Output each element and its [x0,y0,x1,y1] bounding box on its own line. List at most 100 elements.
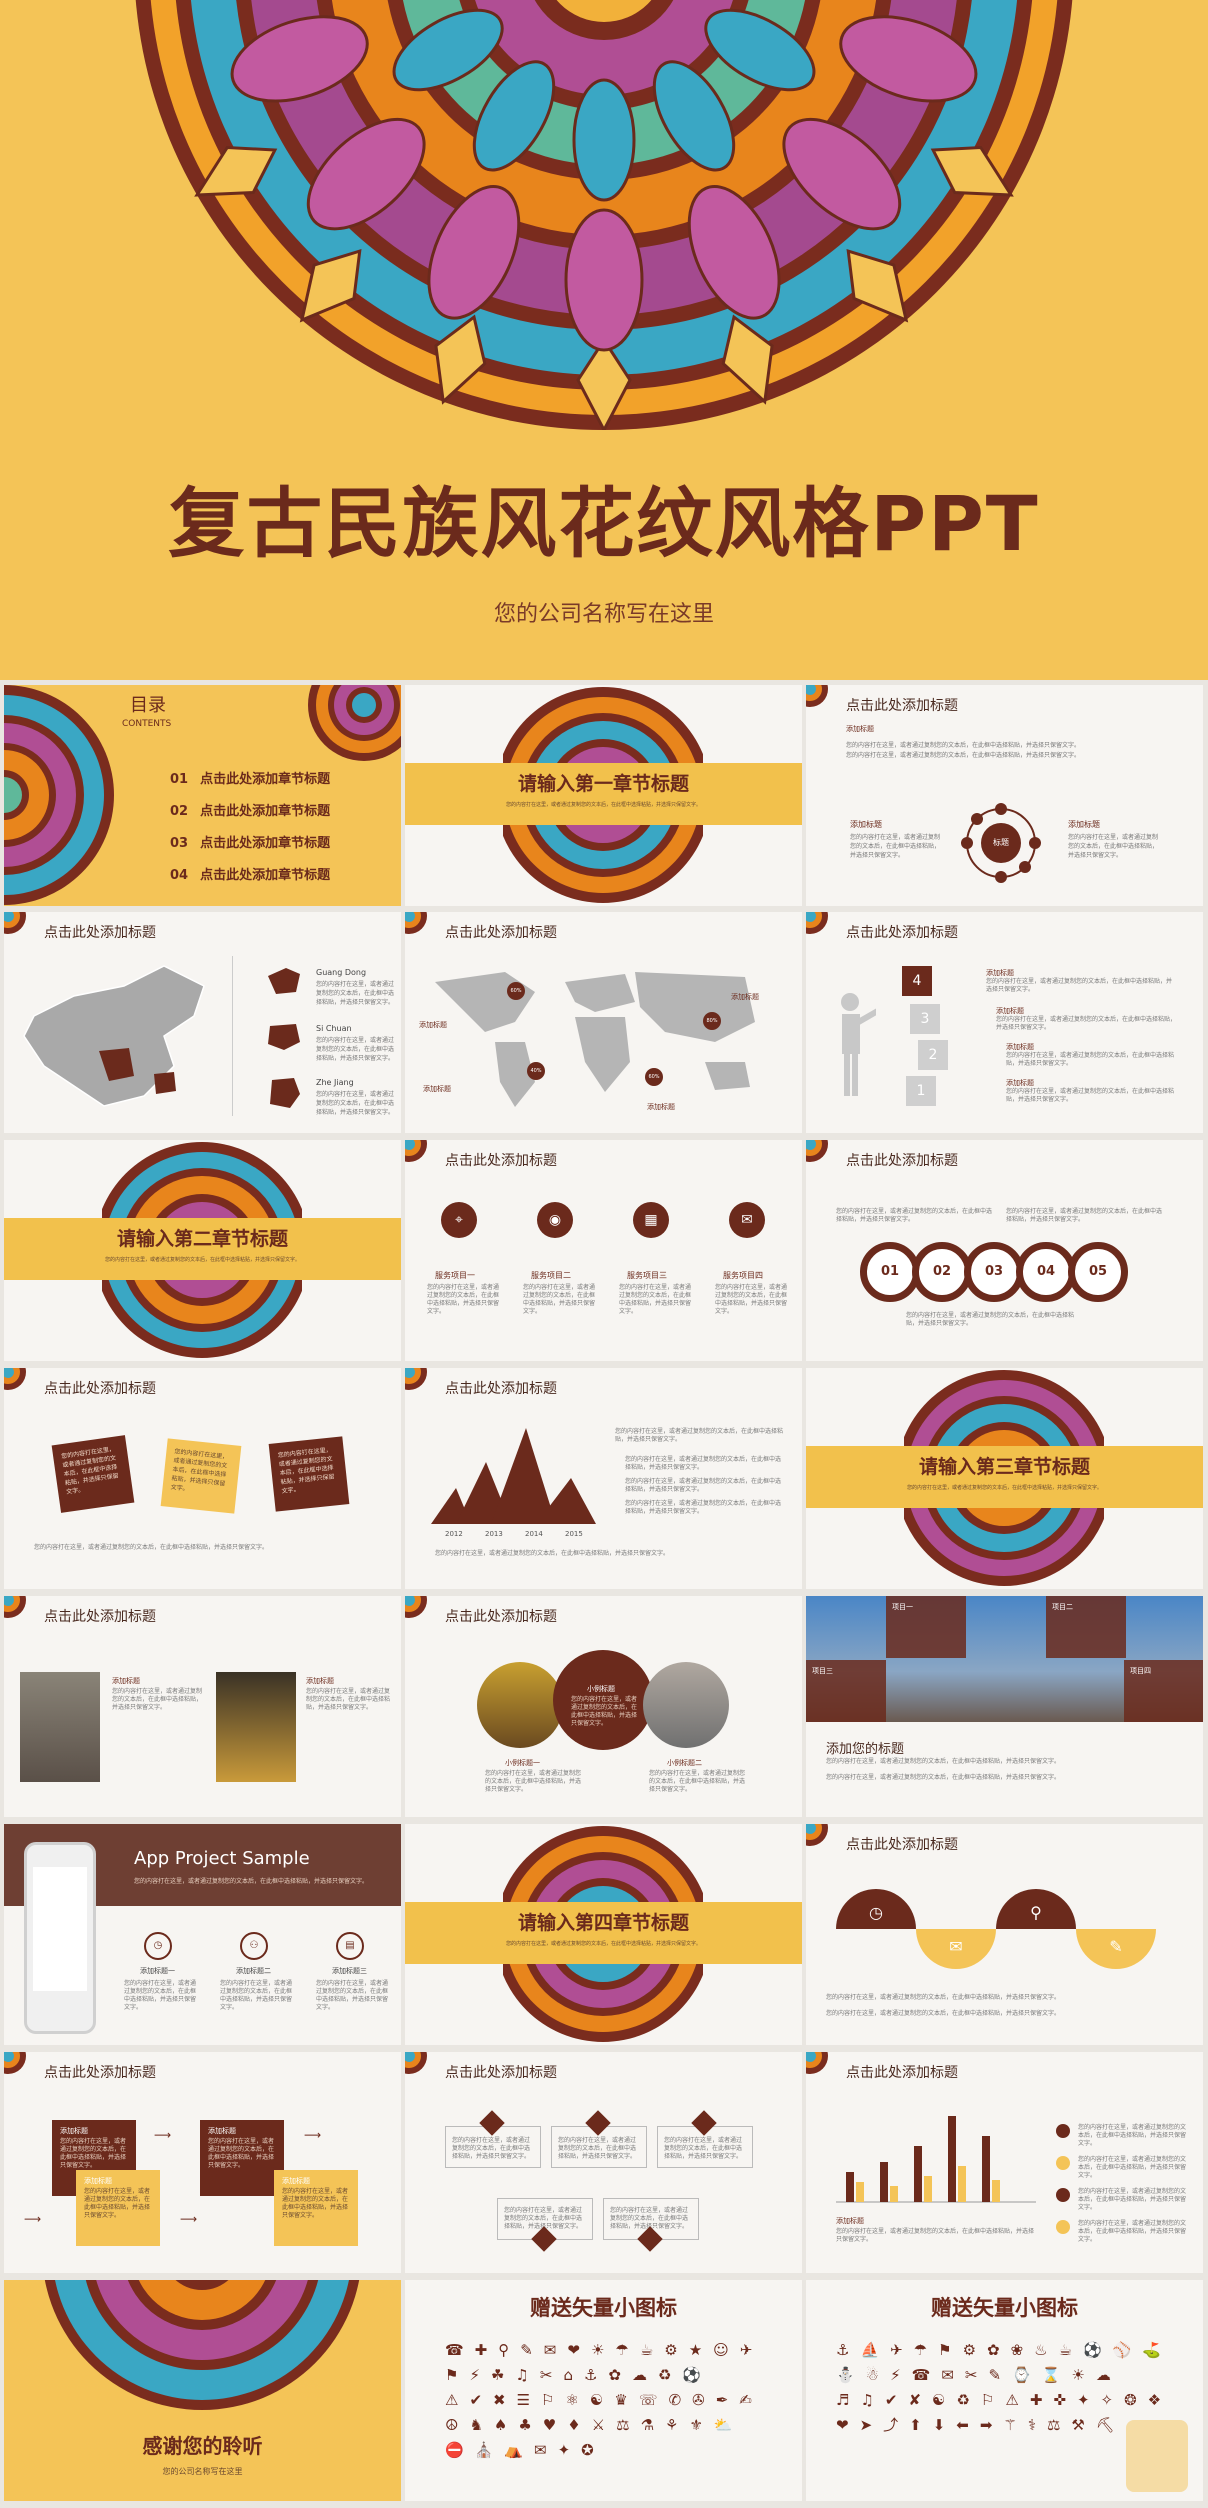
slide-toc[interactable]: 目录 CONTENTS 01 点击此处添加章节标题 02 点击此处添加章节标题 03… [4,685,401,906]
slide-bar-chart[interactable]: 点击此处添加标题 添加标题 您的内容打在这里，或者通过复制您的文本后，在此框中选… [806,2052,1203,2273]
slide-chapter-2[interactable]: 请输入第二章节标题 您的内容打在这里，或者通过复制您的文本后，在此框中选择粘贴，… [4,1140,401,1361]
slide-title: 点击此处添加标题 [44,925,156,941]
slide-rings[interactable]: 点击此处添加标题 您的内容打在这里，或者通过复制您的文本后，在此框中选择粘贴，并… [806,1140,1203,1361]
photo-circle [643,1662,729,1748]
arrow-right-icon: ⟶ [24,2212,42,2226]
slide-title: 点击此处添加标题 [846,1837,958,1853]
legend-text: 您的内容打在这里，或者通过复制您的文本后，在此框中选择粘贴，并选择只保留文字。 [1078,2188,1187,2211]
mandala-side-ornament [4,685,114,905]
province-text: 您的内容打在这里，或者通过复制您的文本后，在此框中选择粘贴，并选择只保留文字。 [316,981,395,1006]
bar-chart [836,2116,1036,2203]
bullet-item: 您的内容打在这里，或者通过复制您的文本后，在此框中选择粘贴，并选择只保留文字。 [625,1500,782,1515]
map-pin[interactable]: 80% [703,1012,721,1030]
province-shape [268,968,300,994]
chapter-title: 请输入第二章节标题 [116,1228,288,1250]
slide-icons-1[interactable]: 赠送矢量小图标 ☎✚⚲✎✉❤☀☂☕⚙★☺✈⚑⚡☘♫✂⌂⚓✿☁♻⚽⚠✔✖☰⚐⚛☯♛… [405,2280,802,2501]
arrow-right-icon: ⟶ [154,2128,172,2142]
slide-boxes[interactable]: 点击此处添加标题 您的内容打在这里，或者通过复制您的文本后，在此框中选择粘贴，并… [405,2052,802,2273]
slide-services[interactable]: 点击此处添加标题 ⌖ ◉ ▦ ✉ 服务项目一 服务项目二 服务项目三 服务项目四… [405,1140,802,1361]
tag-label: 项目一 [892,1603,913,1611]
step-box[interactable]: 2 [918,1040,948,1070]
ring[interactable]: 04 [1016,1242,1076,1302]
slide-title: 点击此处添加标题 [44,1609,156,1625]
note-text: 您的内容打在这里，或者通过复制您的文本后，在此框中选择粘贴，并选择只保留文字。 [277,1446,335,1495]
step-label: 添加标题 [986,969,1014,977]
slide-peak-chart[interactable]: 点击此处添加标题 2012 2013 2014 2015 您的内容打在这里，或者… [405,1368,802,1589]
slide-semicircles[interactable]: 点击此处添加标题 ◷ ✉ ⚲ ✎ 您的内容打在这里，或者通过复制您的文本后，在此… [806,1824,1203,2045]
app-item-label: 添加标题二 [236,1967,271,1975]
center-text: 您的内容打在这里，或者通过复制您的文本后，在此框中选择粘贴，并选择只保留文字。 [571,1696,638,1727]
flow-label: 添加标题 [84,2177,112,2185]
sticky-note[interactable]: 您的内容打在这里，或者通过复制您的文本后，在此框中选择粘贴，并选择只保留文字。 [160,1438,242,1514]
toc-item-label: 点击此处添加章节标题 [200,804,331,819]
ring[interactable]: 03 [964,1242,1024,1302]
toc-item[interactable]: 04 点击此处添加章节标题 [170,864,330,883]
flow-text: 您的内容打在这里，或者通过复制您的文本后，在此框中选择粘贴，并选择只保留文字。 [84,2188,151,2219]
mandala-ornament [44,2280,360,2410]
app-item-text: 您的内容打在这里，或者通过复制您的文本后，在此框中选择粘贴，并选择只保留文字。 [220,1980,293,2011]
service-label: 服务项目二 [531,1271,571,1280]
flow-box[interactable]: 添加标题 您的内容打在这里，或者通过复制您的文本后，在此框中选择粘贴，并选择只保留… [200,2120,284,2196]
map-label: 添加标题 [647,1103,675,1111]
slide-photos[interactable]: 点击此处添加标题 添加标题 您的内容打在这里，或者通过复制您的文本后，在此框中选… [4,1596,401,1817]
slide-world-map[interactable]: 点击此处添加标题 60% 40% 60% 80% 添加标题 添加标题 添加标题 … [405,912,802,1133]
slide-circle-photos[interactable]: 点击此处添加标题 小例标题 您的内容打在这里，或者通过复制您的文本后，在此框中选… [405,1596,802,1817]
slide-circle-diagram[interactable]: 点击此处添加标题 添加标题 您的内容打在这里，或者通过复制您的文本后，在此框中选… [806,685,1203,906]
ring[interactable]: 02 [912,1242,972,1302]
toc-item[interactable]: 03 点击此处添加章节标题 [170,832,330,851]
slide-thanks[interactable]: 感谢您的聆听 您的公司名称写在这里 [4,2280,401,2501]
left-label: 添加标题 [850,820,882,829]
step-box[interactable]: 3 [910,1004,940,1034]
chapter-title: 请输入第三章节标题 [918,1456,1090,1478]
flow-box[interactable]: 添加标题 您的内容打在这里，或者通过复制您的文本后，在此框中选择粘贴，并选择只保留… [274,2170,358,2246]
chart-text: 您的内容打在这里，或者通过复制您的文本后，在此框中选择粘贴，并选择只保留文字。 [836,2228,1035,2243]
mandala-corner-icon [4,2052,26,2074]
app-item-label: 添加标题三 [332,1967,367,1975]
paragraph: 您的内容打在这里，或者通过复制您的文本后，在此框中选择粘贴，并选择只保留文字。 [435,1550,670,1557]
chapter-title: 请输入第四章节标题 [517,1912,689,1934]
circle-icon: ▤ [336,1932,364,1960]
flow-box[interactable]: 添加标题您的内容打在这里，或者通过复制您的文本后，在此框中选择粘贴，并选择只保留… [76,2170,160,2246]
sticky-note[interactable]: 您的内容打在这里，或者通过复制您的文本后，在此框中选择粘贴，并选择只保留文字。 [51,1435,135,1513]
year-label: 2015 [565,1530,583,1538]
map-pin[interactable]: 60% [645,1068,663,1086]
slide-icons-2[interactable]: 赠送矢量小图标 ⚓⛵✈☂⚑⚙✿❀♨☕⚽⚾⛳⛄☃⚡☎✉✂✎⌚⌛☀☁♬♫✔✘☯♻⚐⚠… [806,2280,1203,2501]
toc-item[interactable]: 02 点击此处添加章节标题 [170,800,330,819]
slide-flow[interactable]: 点击此处添加标题 添加标题您的内容打在这里，或者通过复制您的文本后，在此框中选择… [4,2052,401,2273]
title-band [4,1218,401,1280]
step-box[interactable]: 4 [902,966,932,996]
slide-china-map[interactable]: 点击此处添加标题 Guang Dong 您的内容打在这里，或者通过复制您的文本后… [4,912,401,1133]
slide-title: 点击此处添加标题 [44,2065,156,2081]
slide-title: 点击此处添加标题 [445,1609,557,1625]
ring-text: 您的内容打在这里，或者通过复制您的文本后，在此框中选择粘贴，并选择只保留文字。 [906,1312,1075,1327]
sticky-note[interactable]: 您的内容打在这里，或者通过复制您的文本后，在此框中选择粘贴，并选择只保留文字。 [268,1436,350,1512]
map-pin[interactable]: 60% [507,982,525,1000]
mandala-corner-icon [806,685,828,707]
slide-city[interactable]: 项目一 项目二 项目三 项目四 添加您的标题 您的内容打在这里，或者通过复制您的… [806,1596,1203,1817]
slide-steps[interactable]: 点击此处添加标题 4 3 2 1 添加标题 您的内容打在这里，或者通过复制您的文… [806,912,1203,1133]
ring[interactable]: 05 [1068,1242,1128,1302]
slide-chapter-1[interactable]: 请输入第一章节标题 您的内容打在这里，或者通过复制您的文本后，在此框中选择粘贴，… [405,685,802,906]
thanks-subtitle: 您的公司名称写在这里 [162,2467,243,2476]
icons-title: 赠送矢量小图标 [931,2296,1078,2320]
flow-text: 您的内容打在这里，或者通过复制您的文本后，在此框中选择粘贴，并选择只保留文字。 [208,2138,275,2169]
slide-app-project[interactable]: App Project Sample 您的内容打在这里，或者通过复制您的文本后，… [4,1824,401,2045]
icon-grid: ☎✚⚲✎✉❤☀☂☕⚙★☺✈⚑⚡☘♫✂⌂⚓✿☁♻⚽⚠✔✖☰⚐⚛☯♛☏✆✇✒✍☮♞♠… [445,2341,764,2459]
toc-item[interactable]: 01 点击此处添加章节标题 [170,768,330,787]
slide-sticky-notes[interactable]: 点击此处添加标题 您的内容打在这里，或者通过复制您的文本后，在此框中选择粘贴，并… [4,1368,401,1589]
slide-chapter-3[interactable]: 请输入第三章节标题 您的内容打在这里，或者通过复制您的文本后，在此框中选择粘贴，… [806,1368,1203,1589]
step-text: 您的内容打在这里，或者通过复制您的文本后，在此框中选择粘贴，并选择只保留文字。 [1006,1052,1175,1067]
ring[interactable]: 01 [860,1242,920,1302]
app-item-text: 您的内容打在这里，或者通过复制您的文本后，在此框中选择粘贴，并选择只保留文字。 [316,1980,389,2011]
service-text: 您的内容打在这里，或者通过复制您的文本后，在此框中选择粘贴，并选择只保留文字。 [427,1284,500,1315]
step-box[interactable]: 1 [906,1076,936,1106]
map-pin[interactable]: 40% [527,1062,545,1080]
tag-label: 项目四 [1130,1667,1151,1675]
mandala-corner-icon [405,912,427,934]
person-pushing-icon [841,993,876,1096]
slide-chapter-4[interactable]: 请输入第四章节标题 您的内容打在这里，或者通过复制您的文本后，在此框中选择粘贴，… [405,1824,802,2045]
app-description: 您的内容打在这里，或者通过复制您的文本后，在此框中选择粘贴，并选择只保留文字。 [134,1878,369,1885]
map-label: 添加标题 [731,993,759,1001]
title-band [405,763,802,825]
province-shape [270,1078,300,1108]
